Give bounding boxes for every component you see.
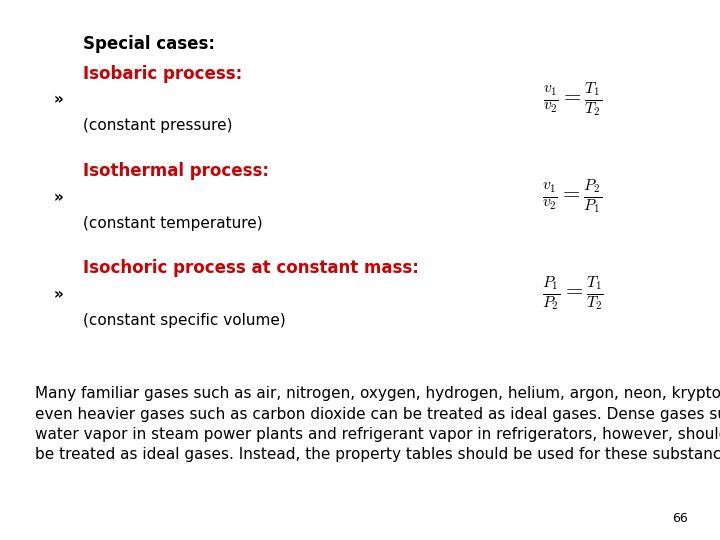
Text: (constant temperature): (constant temperature) (83, 215, 262, 231)
Text: (constant specific volume): (constant specific volume) (83, 313, 286, 328)
Text: $\frac{v_1}{v_2} = \frac{P_2}{P_1}$: $\frac{v_1}{v_2} = \frac{P_2}{P_1}$ (542, 178, 603, 216)
Text: $\frac{P_1}{P_2} = \frac{T_1}{T_2}$: $\frac{P_1}{P_2} = \frac{T_1}{T_2}$ (541, 275, 603, 313)
Text: Isothermal process:: Isothermal process: (83, 162, 269, 180)
Text: Isobaric process:: Isobaric process: (83, 65, 242, 83)
Text: »: » (54, 190, 64, 205)
Text: $\frac{v_1}{v_2} = \frac{T_1}{T_2}$: $\frac{v_1}{v_2} = \frac{T_1}{T_2}$ (543, 81, 602, 119)
Text: (constant pressure): (constant pressure) (83, 118, 233, 133)
Text: 66: 66 (672, 512, 688, 525)
Text: »: » (54, 287, 64, 302)
Text: Special cases:: Special cases: (83, 35, 215, 53)
Text: Many familiar gases such as air, nitrogen, oxygen, hydrogen, helium, argon, neon: Many familiar gases such as air, nitroge… (35, 386, 720, 462)
Text: »: » (54, 92, 64, 107)
Text: Isochoric process at constant mass:: Isochoric process at constant mass: (83, 259, 418, 278)
